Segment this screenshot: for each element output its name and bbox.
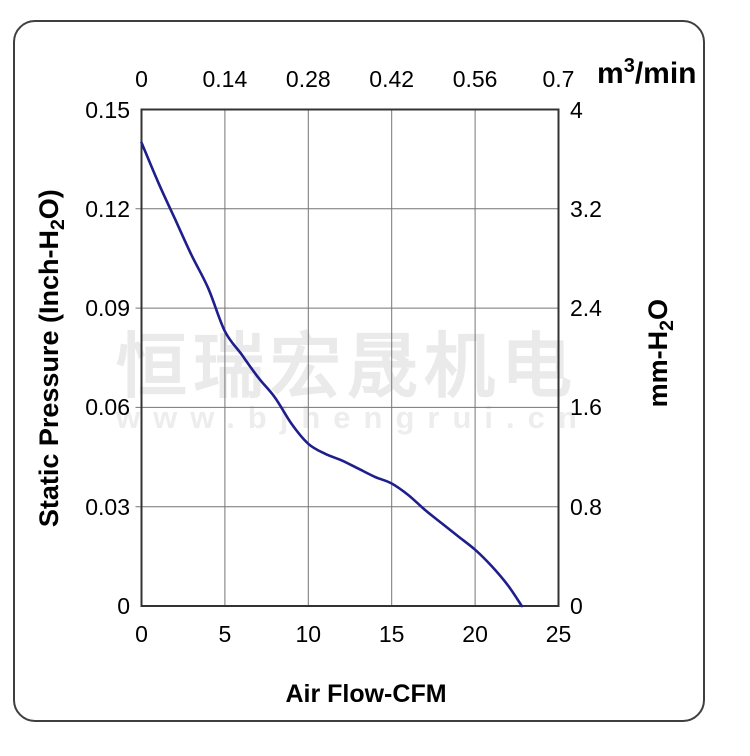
y-right-title-text-end: O bbox=[642, 299, 673, 321]
y-right-title-subscript: 2 bbox=[656, 320, 679, 331]
bottom-tick-0: 0 bbox=[135, 621, 148, 647]
left-tick-0.03: 0.03 bbox=[85, 493, 130, 520]
y-left-title-text: Static Pressure (Inch-H bbox=[33, 230, 64, 528]
right-tick-3.2: 3.2 bbox=[570, 195, 602, 222]
left-tick-0: 0 bbox=[117, 593, 130, 619]
bottom-tick-25: 25 bbox=[545, 621, 572, 647]
x-top-unit-superscript: 3 bbox=[623, 55, 635, 77]
bottom-tick-10: 10 bbox=[295, 621, 322, 647]
left-tick-0.06: 0.06 bbox=[85, 394, 130, 421]
watermark-url-text: www.bjhengrui.cn bbox=[116, 400, 590, 435]
gridlines bbox=[135, 109, 559, 606]
y-right-axis-title: mm-H2O bbox=[643, 233, 679, 473]
top-tick-0.28: 0.28 bbox=[285, 66, 331, 92]
x-top-unit-text: m bbox=[597, 57, 624, 90]
y-left-title-subscript: 2 bbox=[47, 219, 70, 231]
right-tick-0: 0 bbox=[570, 593, 583, 619]
y-left-title-text-end: O) bbox=[33, 189, 64, 220]
x-bottom-axis-title: Air Flow-CFM bbox=[285, 680, 447, 708]
right-tick-1.6: 1.6 bbox=[570, 394, 602, 421]
watermark-company-text: 恒瑞宏晟机电 bbox=[116, 328, 579, 407]
left-tick-0.09: 0.09 bbox=[85, 295, 130, 322]
x-top-unit-text-end: /min bbox=[634, 57, 697, 90]
top-tick-0.14: 0.14 bbox=[202, 66, 248, 92]
top-tick-0.7: 0.7 bbox=[542, 66, 575, 92]
top-tick-0.56: 0.56 bbox=[452, 66, 498, 92]
right-tick-0.8: 0.8 bbox=[570, 493, 602, 520]
top-tick-0: 0 bbox=[135, 66, 148, 92]
left-tick-0.15: 0.15 bbox=[85, 96, 130, 123]
right-tick-2.4: 2.4 bbox=[570, 295, 602, 322]
bottom-tick-5: 5 bbox=[218, 621, 232, 647]
bottom-tick-15: 15 bbox=[378, 621, 405, 647]
outer-frame bbox=[13, 20, 705, 722]
plot-border bbox=[140, 108, 560, 607]
y-left-axis-title: Static Pressure (Inch-H2O) bbox=[34, 158, 70, 558]
x-top-axis-unit: m3/min bbox=[597, 55, 697, 91]
y-right-title-text: mm-H bbox=[642, 330, 673, 408]
top-tick-0.42: 0.42 bbox=[369, 66, 415, 92]
right-tick-4: 4 bbox=[570, 96, 583, 123]
performance-curve bbox=[140, 141, 524, 608]
left-tick-0.12: 0.12 bbox=[85, 195, 130, 222]
bottom-tick-20: 20 bbox=[462, 621, 488, 647]
